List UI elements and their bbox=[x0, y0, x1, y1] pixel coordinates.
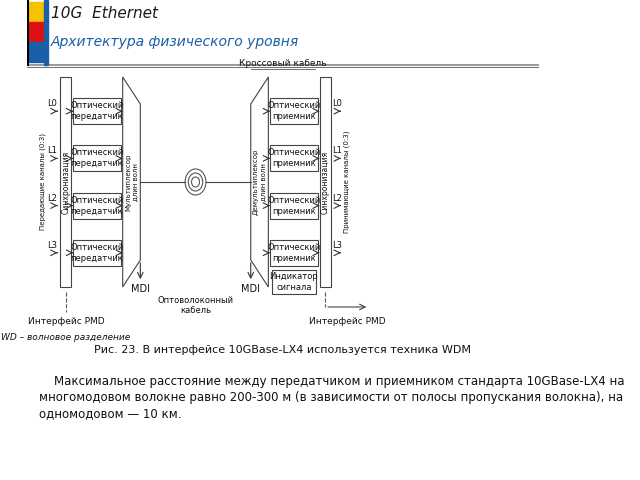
Text: Демультиплексор
длин волн: Демультиплексор длин волн bbox=[253, 149, 266, 215]
Bar bbox=[73, 240, 121, 266]
Text: L2: L2 bbox=[47, 193, 57, 203]
Bar bbox=[28, 2, 44, 22]
Text: L0: L0 bbox=[332, 99, 342, 108]
Text: L3: L3 bbox=[47, 241, 57, 250]
Text: Мультиплексор
длин волн: Мультиплексор длин волн bbox=[125, 153, 138, 211]
Bar bbox=[44, 0, 48, 65]
Text: Максимальное расстояние между передатчиком и приемником стандарта 10GBase-LX4 на: Максимальное расстояние между передатчик… bbox=[38, 375, 624, 388]
Text: Оптический
передатчик: Оптический передатчик bbox=[70, 243, 124, 263]
Text: Интерфейс PMD: Интерфейс PMD bbox=[28, 317, 104, 326]
Text: L1: L1 bbox=[47, 146, 57, 156]
Text: WD – волновое разделение: WD – волновое разделение bbox=[1, 333, 131, 342]
Text: L0: L0 bbox=[47, 99, 57, 108]
Text: Оптический
приемник: Оптический приемник bbox=[268, 101, 321, 121]
Text: MDI: MDI bbox=[131, 284, 150, 294]
Bar bbox=[271, 270, 316, 294]
Text: Оптический
приемник: Оптический приемник bbox=[268, 148, 321, 168]
Text: Архитектура физического уровня: Архитектура физического уровня bbox=[51, 35, 299, 49]
Text: Оптический
приемник: Оптический приемник bbox=[268, 195, 321, 216]
Text: Кроссовый кабель: Кроссовый кабель bbox=[239, 59, 326, 68]
Text: Синхронизация: Синхронизация bbox=[61, 150, 70, 214]
Bar bbox=[28, 22, 44, 42]
Bar bbox=[60, 77, 72, 287]
Bar bbox=[270, 145, 318, 171]
Bar bbox=[270, 192, 318, 218]
Bar bbox=[73, 98, 121, 124]
Text: многомодовом волокне равно 200-300 м (в зависимости от полосы пропускания волокн: многомодовом волокне равно 200-300 м (в … bbox=[38, 391, 623, 404]
Text: одномодовом — 10 км.: одномодовом — 10 км. bbox=[38, 407, 181, 420]
Text: Оптоволоконный
кабель: Оптоволоконный кабель bbox=[157, 296, 234, 315]
Bar bbox=[73, 145, 121, 171]
Text: L3: L3 bbox=[332, 241, 342, 250]
Bar bbox=[319, 77, 331, 287]
Bar bbox=[270, 240, 318, 266]
Text: Индикатор
сигнала: Индикатор сигнала bbox=[269, 272, 318, 292]
Text: Оптический
передатчик: Оптический передатчик bbox=[70, 148, 124, 168]
Text: Синхронизация: Синхронизация bbox=[321, 150, 330, 214]
Text: L2: L2 bbox=[332, 193, 342, 203]
Text: 10G  Ethernet: 10G Ethernet bbox=[51, 7, 157, 22]
Polygon shape bbox=[251, 77, 268, 287]
Polygon shape bbox=[123, 77, 140, 287]
Text: Оптический
передатчик: Оптический передатчик bbox=[70, 101, 124, 121]
Text: Интерфейс PMD: Интерфейс PMD bbox=[309, 317, 386, 326]
Text: MDI: MDI bbox=[241, 284, 260, 294]
Text: Рис. 23. В интерфейсе 10GBase-LX4 используется техника WDM: Рис. 23. В интерфейсе 10GBase-LX4 исполь… bbox=[94, 345, 471, 355]
Text: Оптический
приемник: Оптический приемник bbox=[268, 243, 321, 263]
Text: L1: L1 bbox=[332, 146, 342, 156]
Text: Оптический
передатчик: Оптический передатчик bbox=[70, 195, 124, 216]
Bar bbox=[28, 42, 44, 62]
Bar bbox=[73, 192, 121, 218]
Text: Передающие каналы (0:3): Передающие каналы (0:3) bbox=[40, 133, 46, 230]
Text: Принимающие каналы (0:3): Принимающие каналы (0:3) bbox=[344, 131, 350, 233]
Bar bbox=[270, 98, 318, 124]
